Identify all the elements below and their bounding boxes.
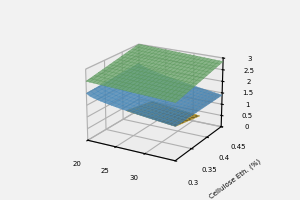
Y-axis label: Cellulose Eth. (%): Cellulose Eth. (%) — [208, 158, 262, 200]
